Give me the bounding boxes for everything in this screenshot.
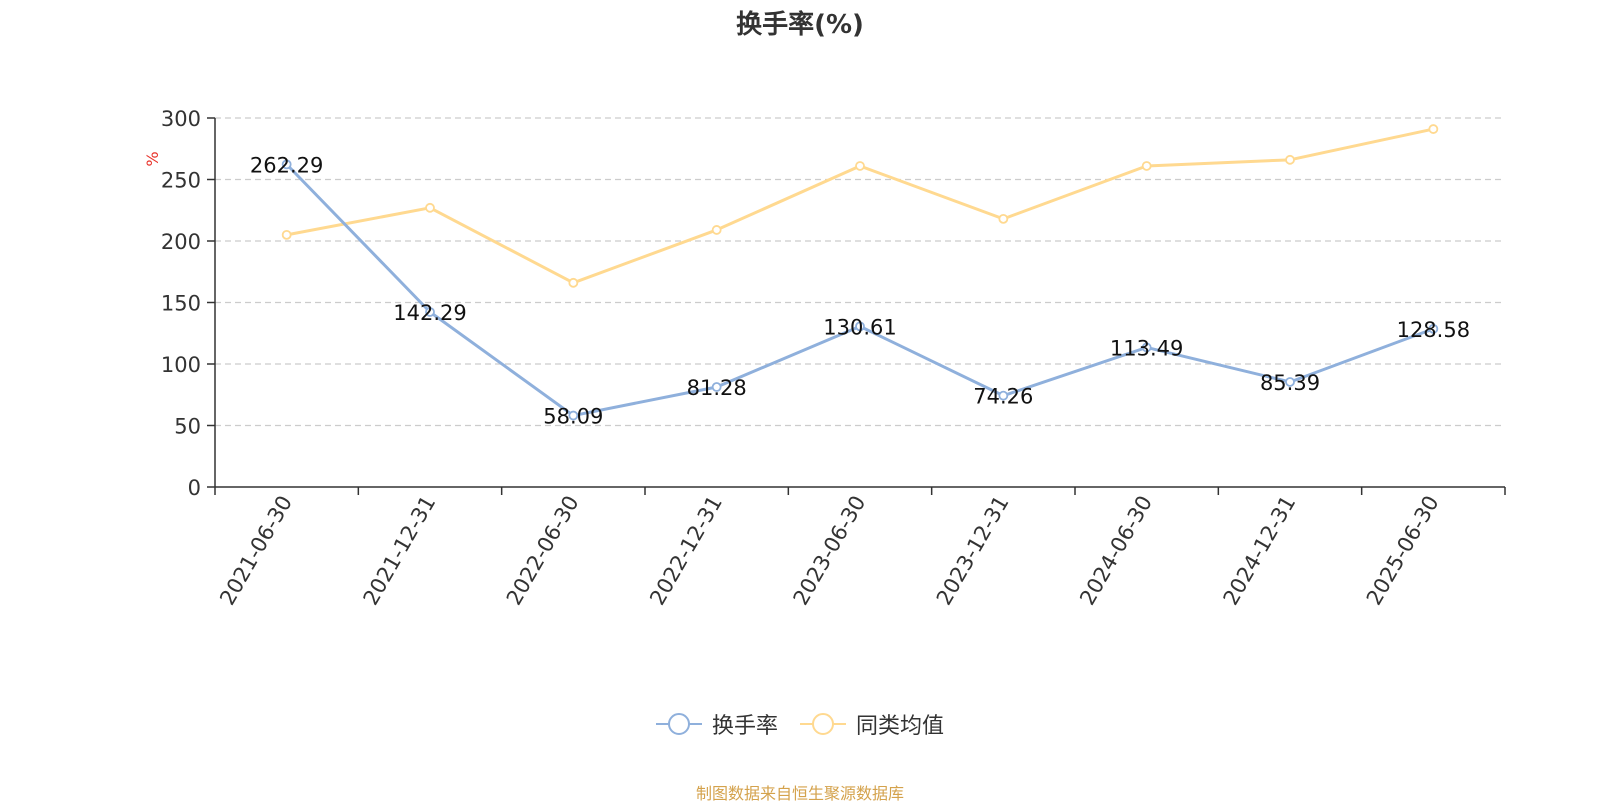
data-point-series-1 (998, 390, 1009, 401)
legend-line-circle-icon (800, 713, 846, 735)
data-point-series-1 (855, 321, 865, 332)
x-tick-label: 2021-06-30 (215, 492, 297, 610)
x-tick-label: 2024-12-31 (1219, 492, 1301, 610)
legend-line-circle-icon (655, 713, 702, 735)
data-point-series-1 (568, 410, 579, 421)
data-label: 58.09 (543, 405, 603, 429)
data-point-series-2 (1428, 124, 1439, 134)
data-label: 85.39 (1260, 371, 1320, 395)
data-point-series-2 (998, 213, 1009, 224)
legend-label-series-2: 同类均值 (856, 714, 945, 739)
x-tick-label: 2023-06-30 (789, 492, 871, 610)
data-point-series-2 (281, 229, 292, 240)
data-point-series-2 (711, 225, 722, 235)
x-tick-label: 2024-06-30 (1075, 492, 1157, 610)
y-tick-label: 50 (174, 415, 201, 439)
x-tick-label: 2021-12-31 (359, 492, 441, 610)
y-tick-label: 150 (161, 292, 201, 316)
data-point-series-2 (425, 202, 435, 213)
y-tick-label: 300 (161, 107, 201, 131)
grid-lines (215, 117, 1505, 427)
data-label: 113.49 (1110, 336, 1183, 360)
legend: 换手率 同类均值 (0, 708, 1600, 740)
series (281, 124, 1439, 421)
data-point-series-1 (711, 382, 722, 392)
data-label: 262.29 (250, 153, 323, 177)
data-label: 142.29 (393, 301, 466, 325)
data-point-series-2 (568, 277, 579, 288)
data-label: 81.28 (687, 376, 747, 400)
x-tick-label: 2022-12-31 (645, 492, 727, 610)
legend-item-series-1[interactable]: 换手率 (655, 708, 778, 740)
legend-item-series-2[interactable]: 同类均值 (800, 708, 944, 740)
data-label: 128.58 (1397, 318, 1470, 342)
data-label: 74.26 (973, 385, 1033, 409)
x-tick-label: 2023-12-31 (932, 492, 1014, 610)
data-point-series-2 (855, 161, 865, 171)
y-tick-label: 0 (188, 476, 201, 500)
data-point-series-1 (1285, 377, 1295, 387)
y-tick-label: 250 (161, 169, 201, 193)
y-axis-unit-label: % (143, 151, 162, 166)
data-point-series-1 (1141, 342, 1152, 353)
y-tick-label: 200 (161, 230, 201, 254)
x-tick-label: 2025-06-30 (1362, 492, 1444, 610)
data-point-series-1 (281, 159, 292, 170)
x-tick-label: 2022-06-30 (502, 492, 584, 610)
y-tick-label: 100 (161, 353, 201, 377)
chart-title: 换手率(%) (736, 10, 864, 40)
data-label: 130.61 (823, 315, 896, 339)
legend-label-series-1: 换手率 (711, 714, 778, 739)
data-point-series-2 (1141, 161, 1152, 171)
data-source-note: 制图数据来自恒生聚源数据库 (695, 784, 904, 803)
data-point-series-1 (1428, 323, 1439, 334)
data-point-series-1 (425, 307, 435, 317)
series-line-2 (286, 127, 1434, 285)
data-point-series-2 (1285, 154, 1295, 165)
data-labels: 262.29 142.29 58.09 81.28 130.61 74.26 113.49 8… (250, 153, 1470, 428)
